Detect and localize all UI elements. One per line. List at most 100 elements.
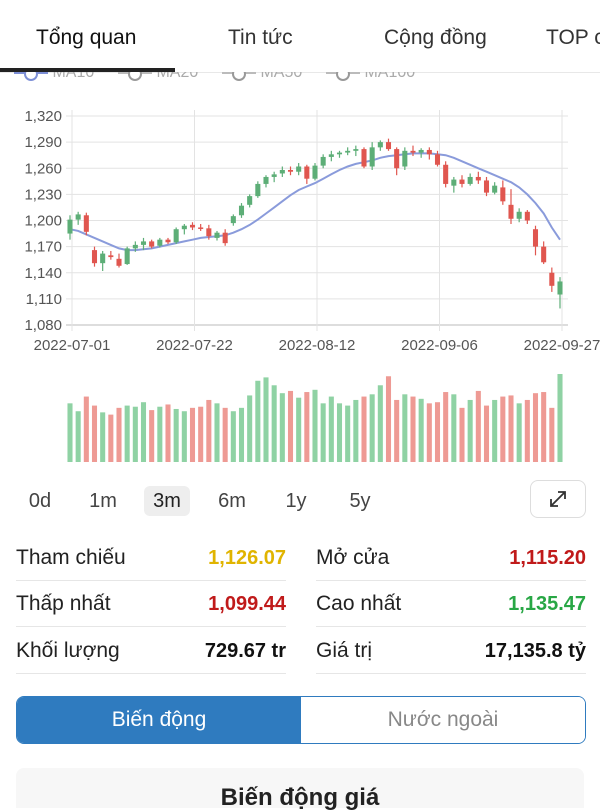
candle-body (238, 205, 245, 216)
volume-bar (124, 405, 130, 462)
range-1m[interactable]: 1m (89, 490, 117, 512)
candle-body (492, 185, 498, 193)
candle-body (328, 154, 334, 157)
section-toggle: Biến động Nước ngoài (16, 696, 586, 744)
volume-bar (198, 406, 204, 462)
candle-body (312, 165, 318, 179)
candle-body (83, 215, 89, 232)
volume-bar (255, 380, 261, 462)
volume-bar (451, 394, 457, 462)
top-tab-bar: Tổng quan Tin tức Cộng đồng TOP c (0, 0, 600, 73)
legend-ma10[interactable]: MA10 (14, 72, 94, 82)
candle-body (385, 142, 392, 150)
low-price-value: 1,099.44 (208, 593, 286, 615)
candle-body (91, 250, 98, 264)
tab-top[interactable]: TOP c (546, 26, 600, 49)
candle-body (165, 239, 171, 243)
candle-body (353, 149, 359, 151)
volume-value: 729.67 tr (204, 640, 286, 662)
price-candlestick-chart[interactable]: 1,320 1,290 1,260 1,230 1,200 1,170 1,140 1,110… (0, 100, 600, 362)
trade-value-value: 17,135.8 tỷ (484, 640, 586, 662)
volume-bar (353, 399, 359, 462)
active-tab-indicator (0, 68, 175, 72)
legend-ma50[interactable]: MA50 (222, 72, 302, 82)
volume-bar (483, 405, 490, 462)
volume-bar (328, 396, 334, 462)
toggle-bien-dong[interactable]: Biến động (17, 697, 301, 743)
volume-bar (247, 395, 253, 462)
volume-bar (524, 399, 530, 462)
candle-body (149, 241, 155, 247)
legend-ma20[interactable]: MA20 (118, 72, 198, 82)
y-tick-label: 1,290 (24, 134, 62, 151)
candle-body (516, 211, 522, 219)
candle-body (320, 156, 326, 166)
x-tick-label: 2022-09-27 (524, 337, 600, 354)
legend-label: MA100 (364, 72, 416, 81)
candle-body (524, 211, 530, 221)
volume-bar (385, 376, 392, 462)
legend-marker-icon (14, 72, 48, 81)
volume-bar (304, 392, 310, 462)
candle-body (173, 229, 179, 243)
tab-tin-tuc[interactable]: Tin tức (228, 26, 293, 49)
candle-body (336, 152, 343, 155)
volume-bar (532, 393, 539, 462)
volume-bar (108, 414, 114, 462)
legend-marker-icon (118, 72, 152, 81)
volume-bar (336, 403, 343, 462)
tab-tong-quan[interactable]: Tổng quan (36, 26, 137, 49)
candle-body (549, 272, 555, 286)
candle-body (451, 179, 457, 186)
range-3m[interactable]: 3m (144, 486, 190, 516)
toggle-nuoc-ngoai[interactable]: Nước ngoài (301, 697, 585, 743)
candle-body (67, 219, 73, 234)
y-tick-label: 1,140 (24, 265, 62, 282)
candle-body (271, 174, 277, 177)
range-6m[interactable]: 6m (218, 490, 246, 512)
candle-body (410, 150, 416, 153)
volume-label: Khối lượng (16, 639, 120, 662)
volume-bar (475, 390, 481, 462)
price-movement-card: Biến động giá (16, 768, 584, 811)
ma10-line (69, 152, 561, 252)
candle-body (140, 241, 147, 245)
candle-body (304, 166, 310, 179)
volume-bar (296, 397, 302, 462)
stats-row: Thấp nhất 1,099.44 Cao nhất 1,135.47 (0, 581, 600, 627)
y-tick-label: 1,230 (24, 186, 62, 203)
fullscreen-button[interactable] (530, 480, 586, 518)
high-price-value: 1,135.47 (508, 593, 586, 615)
volume-bar (426, 403, 432, 462)
volume-bar (549, 407, 555, 462)
candle-body (557, 281, 563, 295)
volume-bar (67, 403, 73, 462)
x-tick-label: 2022-08-12 (279, 337, 356, 354)
legend-ma100[interactable]: MA100 (326, 72, 415, 82)
volume-bar (230, 411, 236, 462)
tab-cong-dong[interactable]: Cộng đồng (384, 26, 487, 49)
legend-marker-icon (222, 72, 256, 81)
volume-bar (361, 396, 367, 462)
volume-bar (189, 407, 196, 462)
candle-body (475, 176, 481, 181)
open-price-value: 1,115.20 (509, 547, 586, 569)
range-0d[interactable]: 0d (28, 490, 52, 512)
open-price-label: Mở cửa (316, 546, 390, 569)
candle-body (402, 150, 408, 167)
x-tick-label: 2022-07-01 (34, 337, 111, 354)
volume-bar (516, 403, 522, 462)
candle-body (434, 154, 441, 165)
volume-bar (402, 394, 408, 462)
range-1y[interactable]: 1y (285, 490, 307, 512)
y-tick-label: 1,110 (26, 291, 62, 308)
volume-bar (140, 402, 147, 462)
candle-body (108, 255, 114, 258)
volume-bar (132, 406, 138, 462)
stats-row: Khối lượng 729.67 tr Giá trị 17,135.8 tỷ (0, 627, 600, 673)
volume-bar (287, 390, 294, 462)
candle-body (377, 142, 383, 148)
legend-label: MA10 (52, 72, 95, 81)
candle-body (426, 149, 432, 155)
range-5y[interactable]: 5y (349, 490, 371, 512)
